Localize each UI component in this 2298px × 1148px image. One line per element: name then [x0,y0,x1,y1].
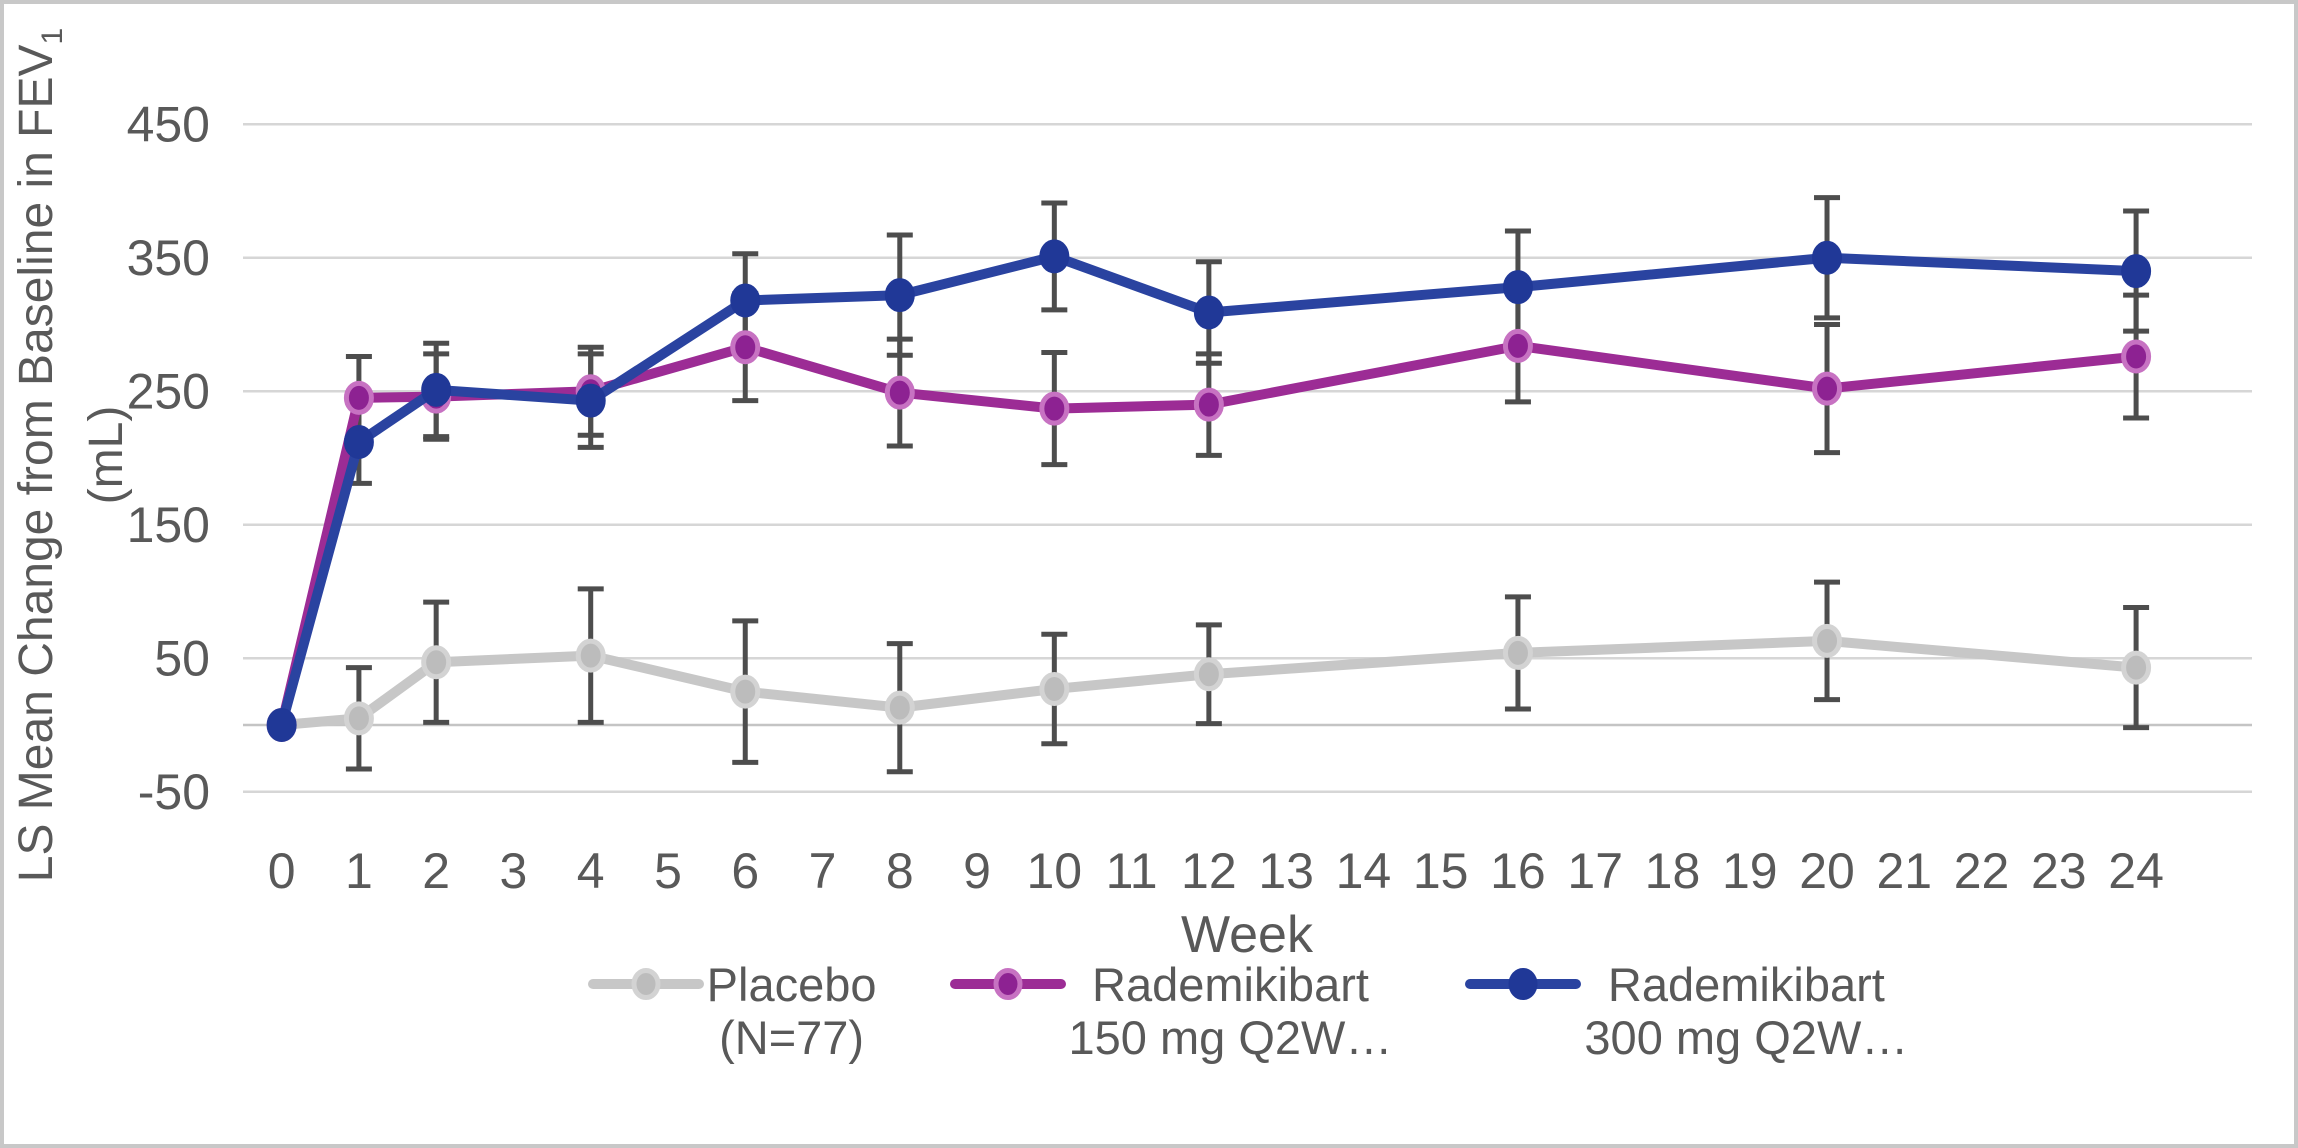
x-tick-label: 17 [1567,843,1623,899]
x-tick-label: 3 [500,843,528,899]
series-marker-2 [2121,254,2152,289]
rademikibart-150-series-swatch-icon [949,968,1066,1000]
series-marker-2 [575,383,606,418]
error-bars-layer [345,195,2150,775]
series-marker-1 [2121,339,2152,374]
x-tick-label: 6 [731,843,759,899]
legend-label-rademikibart-150: Rademikibart 150 mg Q2W… [1069,958,1393,1064]
series-marker-1 [1039,391,1070,426]
series-marker-0 [343,701,374,736]
y-tick-label: 50 [154,630,210,686]
x-tick-label: 8 [886,843,914,899]
legend-marker-sample [631,968,661,1000]
legend-label-line: 300 mg Q2W… [1584,1011,1909,1064]
legend-label-rademikibart-300: Rademikibart 300 mg Q2W… [1584,958,1908,1064]
x-tick-label: 24 [2108,843,2164,899]
x-tick-label: 4 [577,843,605,899]
series-marker-2 [1812,240,1843,275]
series-marker-1 [1193,387,1224,422]
series-marker-0 [575,638,606,673]
x-tick-label: 12 [1181,843,1237,899]
series-marker-2 [266,708,297,742]
series-layer [266,239,2152,742]
y-axis-title: LS Mean Change from Baseline in FEV1 [10,28,69,882]
legend-marker-sample [993,968,1023,1000]
x-axis-title: Week [1181,906,1314,964]
x-tick-label: 11 [1106,843,1158,899]
series-marker-0 [1502,635,1533,670]
legend-label-line: 150 mg Q2W… [1068,1011,1393,1064]
series-marker-2 [421,372,452,407]
series-marker-2 [1039,239,1070,274]
y-tick-label: 350 [127,230,210,286]
x-tick-label: 20 [1799,843,1855,899]
rademikibart-300-series-swatch-icon [1465,968,1582,1000]
series-marker-2 [884,278,915,313]
series-marker-1 [1502,328,1533,363]
x-tick-label: 18 [1645,843,1701,899]
x-tick-label: 5 [654,843,682,899]
series-marker-2 [1502,270,1533,305]
y-tick-label: -50 [138,764,210,820]
legend-label-line: (N=77) [719,1011,865,1064]
series-marker-1 [343,380,374,415]
placebo-series-swatch-icon [587,968,704,1000]
legend-label-line: Placebo [706,958,877,1011]
legend-label-line: Rademikibart [1092,958,1369,1011]
x-tick-label: 15 [1413,843,1469,899]
series-marker-0 [421,645,452,680]
x-tick-label: 7 [809,843,837,899]
x-tick-label: 21 [1876,843,1932,899]
series-marker-2 [343,424,374,459]
x-tick-label: 14 [1336,843,1392,899]
legend-label-placebo: Placebo (N=77) [707,958,877,1064]
gridlines-layer [243,123,2252,793]
legend-marker-sample [1508,968,1538,1000]
x-tick-label: 0 [268,843,296,899]
series-marker-0 [730,674,761,709]
legend-item-rademikibart-150: Rademikibart 150 mg Q2W… [949,958,1393,1064]
y-axis-title-unit: (mL) [80,406,133,505]
y-tick-label: 250 [127,363,210,419]
x-tick-label: 1 [345,843,373,899]
x-tick-label: 13 [1258,843,1314,899]
series-marker-0 [1812,623,1843,658]
series-marker-1 [730,330,761,365]
y-tick-label: 450 [127,96,210,152]
y-tick-label: 150 [127,497,210,553]
y-axis-title-subscript: 1 [36,28,69,45]
x-tick-label: 19 [1722,843,1778,899]
series-marker-0 [1193,657,1224,692]
x-tick-label: 16 [1490,843,1546,899]
series-marker-1 [1812,371,1843,406]
series-marker-2 [1193,295,1224,330]
x-tick-label: 9 [963,843,991,899]
series-marker-2 [730,283,761,318]
x-tick-label: 23 [2031,843,2087,899]
chart-legend: Placebo (N=77) Rademikibart 150 mg Q2W… Ra… [243,958,2252,1064]
x-tick-label: 22 [1954,843,2010,899]
legend-item-rademikibart-300: Rademikibart 300 mg Q2W… [1464,958,1908,1064]
series-marker-0 [1039,671,1070,706]
x-tick-label: 10 [1027,843,1083,899]
legend-item-placebo: Placebo (N=77) [587,958,877,1064]
series-marker-0 [2121,650,2152,685]
series-marker-1 [884,375,915,410]
x-tick-label: 2 [422,843,450,899]
series-marker-0 [884,690,915,725]
y-axis-title-main: LS Mean Change from Baseline in FEV [10,44,63,882]
legend-label-line: Rademikibart [1607,958,1885,1011]
